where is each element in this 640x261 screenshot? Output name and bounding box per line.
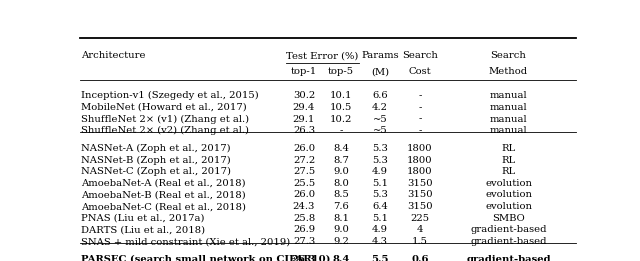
- Text: Test Error (%): Test Error (%): [286, 51, 359, 60]
- Text: Search: Search: [402, 51, 438, 60]
- Text: Inception-v1 (Szegedy et al., 2015): Inception-v1 (Szegedy et al., 2015): [81, 91, 259, 100]
- Text: gradient-based: gradient-based: [470, 237, 547, 246]
- Text: AmoebaNet-A (Real et al., 2018): AmoebaNet-A (Real et al., 2018): [81, 179, 246, 188]
- Text: 7.6: 7.6: [333, 202, 349, 211]
- Text: 10.1: 10.1: [330, 91, 353, 100]
- Text: RL: RL: [502, 156, 516, 164]
- Text: 5.1: 5.1: [372, 179, 388, 188]
- Text: Params: Params: [361, 51, 399, 60]
- Text: 4.9: 4.9: [372, 226, 388, 234]
- Text: 5.3: 5.3: [372, 191, 388, 199]
- Text: -: -: [339, 126, 343, 135]
- Text: 25.5: 25.5: [293, 179, 315, 188]
- Text: 3150: 3150: [407, 191, 433, 199]
- Text: manual: manual: [490, 103, 527, 112]
- Text: evolution: evolution: [485, 202, 532, 211]
- Text: 5.3: 5.3: [372, 156, 388, 164]
- Text: SMBO: SMBO: [492, 214, 525, 223]
- Text: 8.4: 8.4: [332, 255, 350, 261]
- Text: 29.1: 29.1: [292, 115, 315, 123]
- Text: 3150: 3150: [407, 179, 433, 188]
- Text: top-1: top-1: [291, 68, 317, 76]
- Text: manual: manual: [490, 126, 527, 135]
- Text: 6.6: 6.6: [372, 91, 388, 100]
- Text: RL: RL: [502, 167, 516, 176]
- Text: gradient-based: gradient-based: [466, 255, 551, 261]
- Text: 1800: 1800: [407, 167, 433, 176]
- Text: PARSEC (search small network on CIFAR10): PARSEC (search small network on CIFAR10): [81, 255, 331, 261]
- Text: 8.5: 8.5: [333, 191, 349, 199]
- Text: gradient-based: gradient-based: [470, 226, 547, 234]
- Text: 26.3: 26.3: [292, 255, 316, 261]
- Text: ShuffleNet 2× (v2) (Zhang et al.): ShuffleNet 2× (v2) (Zhang et al.): [81, 126, 250, 135]
- Text: 8.4: 8.4: [333, 144, 349, 153]
- Text: 1800: 1800: [407, 144, 433, 153]
- Text: Search: Search: [491, 51, 527, 60]
- Text: AmoebaNet-B (Real et al., 2018): AmoebaNet-B (Real et al., 2018): [81, 191, 246, 199]
- Text: 26.0: 26.0: [293, 191, 315, 199]
- Text: NASNet-B (Zoph et al., 2017): NASNet-B (Zoph et al., 2017): [81, 156, 231, 165]
- Text: 5.5: 5.5: [371, 255, 388, 261]
- Text: 27.2: 27.2: [293, 156, 315, 164]
- Text: Cost: Cost: [408, 68, 431, 76]
- Text: 8.0: 8.0: [333, 179, 349, 188]
- Text: 8.7: 8.7: [333, 156, 349, 164]
- Text: 30.2: 30.2: [293, 91, 315, 100]
- Text: NASNet-A (Zoph et al., 2017): NASNet-A (Zoph et al., 2017): [81, 144, 231, 153]
- Text: manual: manual: [490, 115, 527, 123]
- Text: 10.5: 10.5: [330, 103, 353, 112]
- Text: NASNet-C (Zoph et al., 2017): NASNet-C (Zoph et al., 2017): [81, 167, 232, 176]
- Text: 9.2: 9.2: [333, 237, 349, 246]
- Text: 4.2: 4.2: [372, 103, 388, 112]
- Text: Architecture: Architecture: [81, 51, 146, 60]
- Text: 4: 4: [417, 226, 423, 234]
- Text: 3150: 3150: [407, 202, 433, 211]
- Text: 9.0: 9.0: [333, 226, 349, 234]
- Text: 225: 225: [410, 214, 429, 223]
- Text: 5.3: 5.3: [372, 144, 388, 153]
- Text: SNAS + mild constraint (Xie et al., 2019): SNAS + mild constraint (Xie et al., 2019…: [81, 237, 291, 246]
- Text: -: -: [418, 91, 422, 100]
- Text: Method: Method: [489, 68, 528, 76]
- Text: -: -: [418, 126, 422, 135]
- Text: 29.4: 29.4: [292, 103, 315, 112]
- Text: 25.8: 25.8: [293, 214, 315, 223]
- Text: DARTS (Liu et al., 2018): DARTS (Liu et al., 2018): [81, 226, 205, 234]
- Text: 8.1: 8.1: [333, 214, 349, 223]
- Text: 4.3: 4.3: [372, 237, 388, 246]
- Text: ShuffleNet 2× (v1) (Zhang et al.): ShuffleNet 2× (v1) (Zhang et al.): [81, 115, 250, 124]
- Text: ~5: ~5: [372, 115, 387, 123]
- Text: 4.9: 4.9: [372, 167, 388, 176]
- Text: 1.5: 1.5: [412, 237, 428, 246]
- Text: PNAS (Liu et al., 2017a): PNAS (Liu et al., 2017a): [81, 214, 205, 223]
- Text: -: -: [418, 103, 422, 112]
- Text: 27.5: 27.5: [293, 167, 315, 176]
- Text: 1800: 1800: [407, 156, 433, 164]
- Text: -: -: [418, 115, 422, 123]
- Text: AmoebaNet-C (Real et al., 2018): AmoebaNet-C (Real et al., 2018): [81, 202, 246, 211]
- Text: 27.3: 27.3: [293, 237, 315, 246]
- Text: 24.3: 24.3: [292, 202, 315, 211]
- Text: 6.4: 6.4: [372, 202, 388, 211]
- Text: 26.0: 26.0: [293, 144, 315, 153]
- Text: 9.0: 9.0: [333, 167, 349, 176]
- Text: 26.9: 26.9: [293, 226, 315, 234]
- Text: RL: RL: [502, 144, 516, 153]
- Text: MobileNet (Howard et al., 2017): MobileNet (Howard et al., 2017): [81, 103, 247, 112]
- Text: (M): (M): [371, 68, 389, 76]
- Text: 10.2: 10.2: [330, 115, 353, 123]
- Text: ~5: ~5: [372, 126, 387, 135]
- Text: evolution: evolution: [485, 179, 532, 188]
- Text: 26.3: 26.3: [293, 126, 315, 135]
- Text: 0.6: 0.6: [411, 255, 429, 261]
- Text: top-5: top-5: [328, 68, 354, 76]
- Text: evolution: evolution: [485, 191, 532, 199]
- Text: manual: manual: [490, 91, 527, 100]
- Text: 5.1: 5.1: [372, 214, 388, 223]
